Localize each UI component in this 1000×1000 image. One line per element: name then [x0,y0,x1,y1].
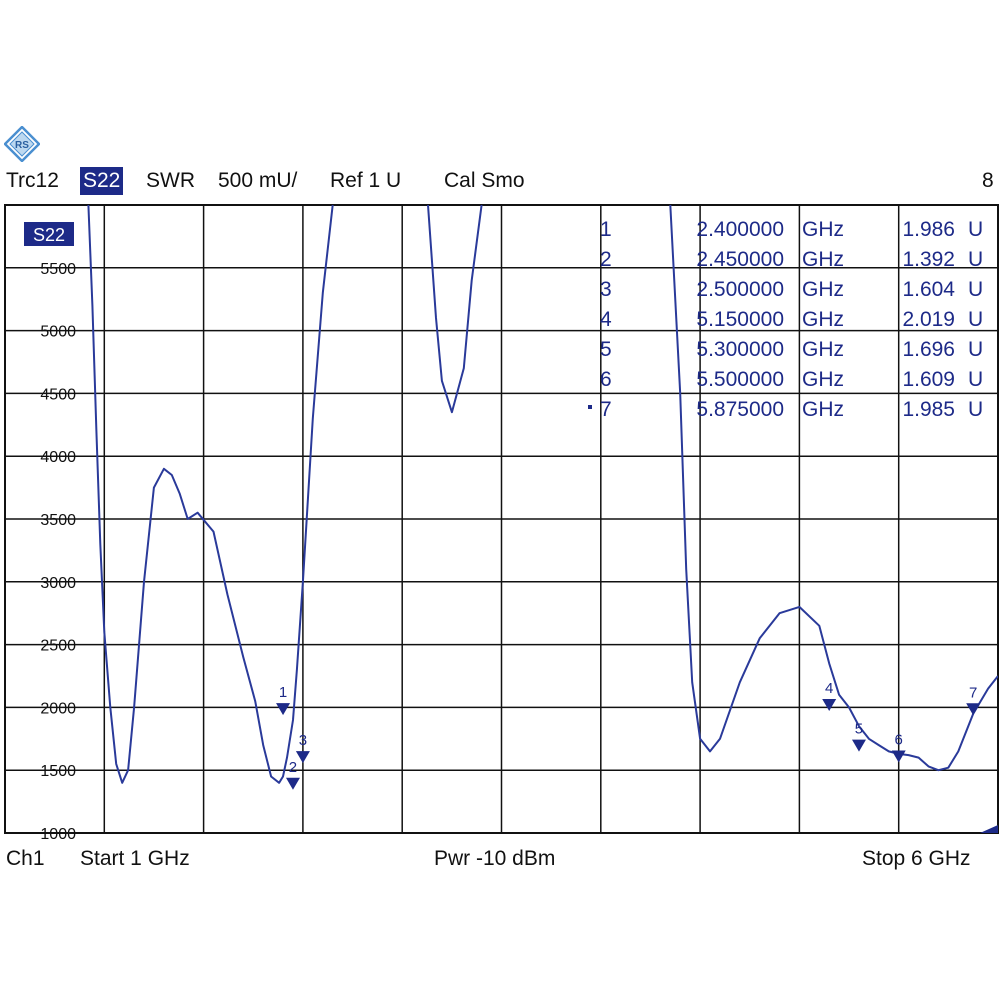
marker-5-label: 5 [855,721,863,738]
reference-label[interactable]: Ref 1 U [330,169,402,192]
marker-table-frequency: 2.450000 [696,248,784,271]
marker-3-label: 3 [299,732,307,749]
y-tick-label: 2000 [40,700,76,717]
marker-table-freq-unit: GHz [802,278,844,301]
marker-3-icon [295,751,310,764]
marker-table-freq-unit: GHz [802,218,844,241]
marker-table-id: 2 [600,248,612,271]
marker-table: 1 2.400000 GHz 1.986 U 2 2.450000 GHz 1.392 U 3 2.5… [588,218,983,421]
format-label[interactable]: SWR [146,169,195,192]
marker-table-value-unit: U [968,278,983,301]
y-tick-label: 1500 [40,763,76,780]
trace-s22 [87,205,998,784]
trace-id[interactable]: Trc12 [6,169,59,192]
trace-line [427,205,483,414]
channel-label[interactable]: Ch1 [6,847,45,870]
marker-table-frequency: 2.400000 [696,218,784,241]
trace-line [87,205,334,784]
marker-5-icon [851,739,866,752]
marker-table-value: 1.696 [902,338,955,361]
trace-label-box[interactable] [24,222,74,246]
marker-table-frequency: 5.500000 [696,368,784,391]
trace-label: S22 [33,225,65,245]
marker-6-icon [891,750,906,763]
marker-table-freq-unit: GHz [802,308,844,331]
scale-label[interactable]: 500 mU/ [218,169,298,192]
marker-table-id: 5 [600,338,612,361]
marker-2-icon [285,777,300,790]
marker-table-value-unit: U [968,218,983,241]
marker-table-id: 4 [600,308,612,331]
marker-table-frequency: 5.300000 [696,338,784,361]
y-tick-label: 3500 [40,512,76,529]
marker-table-value-unit: U [968,398,983,421]
marker-table-frequency: 5.150000 [696,308,784,331]
y-tick-label: 3000 [40,575,76,592]
marker-table-value-unit: U [968,368,983,391]
marker-table-freq-unit: GHz [802,368,844,391]
marker-7-label: 7 [969,684,977,701]
marker-table-id: 7 [600,398,612,421]
start-frequency[interactable]: Start 1 GHz [80,847,190,870]
grid [4,204,999,834]
marker-table-freq-unit: GHz [802,248,844,271]
marker-table-value-unit: U [968,308,983,331]
marker-table-value: 2.019 [902,308,955,331]
marker-table-id: 6 [600,368,612,391]
marker-table-value: 1.609 [902,368,955,391]
marker-table-value: 1.985 [902,398,955,421]
marker-table-value-unit: U [968,338,983,361]
marker-1-label: 1 [279,684,287,701]
y-tick-label: 5000 [40,324,76,341]
marker-7-icon [966,703,981,716]
s-parameter-label[interactable]: S22 [80,167,124,195]
y-tick-label: 1000 [40,826,76,843]
end-indicator-icon [980,825,998,833]
rohde-schwarz-logo-icon: RS [4,126,40,162]
marker-2-label: 2 [289,759,297,776]
marker-6-label: 6 [895,732,903,749]
svg-text:RS: RS [15,140,29,151]
marker-table-value: 1.986 [902,218,955,241]
trace-line [669,205,998,772]
marker-table-freq-unit: GHz [802,338,844,361]
marker-table-id: 3 [600,278,612,301]
calibration-status: Cal Smo [444,169,525,192]
y-tick-label: 4500 [40,386,76,403]
y-tick-label: 4000 [40,449,76,466]
marker-4-icon [822,699,837,712]
marker-table-id: 1 [600,218,612,241]
marker-table-value-unit: U [968,248,983,271]
marker-table-freq-unit: GHz [802,398,844,421]
marker-table-value: 1.392 [902,248,955,271]
stop-frequency[interactable]: Stop 6 GHz [862,847,971,870]
marker-table-frequency: 5.875000 [696,398,784,421]
active-marker-indicator-icon [588,405,592,409]
marker-4-label: 4 [825,680,833,697]
y-tick-labels: 1000 1500 2000 2500 3000 3500 4000 4500 5000 5500 [40,261,76,843]
marker-table-value: 1.604 [902,278,955,301]
power-level[interactable]: Pwr -10 dBm [434,847,556,870]
channel-number: 8 [982,169,994,192]
y-tick-label: 5500 [40,261,76,278]
marker-1-icon [276,703,291,716]
y-tick-label: 2500 [40,638,76,655]
marker-table-frequency: 2.500000 [696,278,784,301]
